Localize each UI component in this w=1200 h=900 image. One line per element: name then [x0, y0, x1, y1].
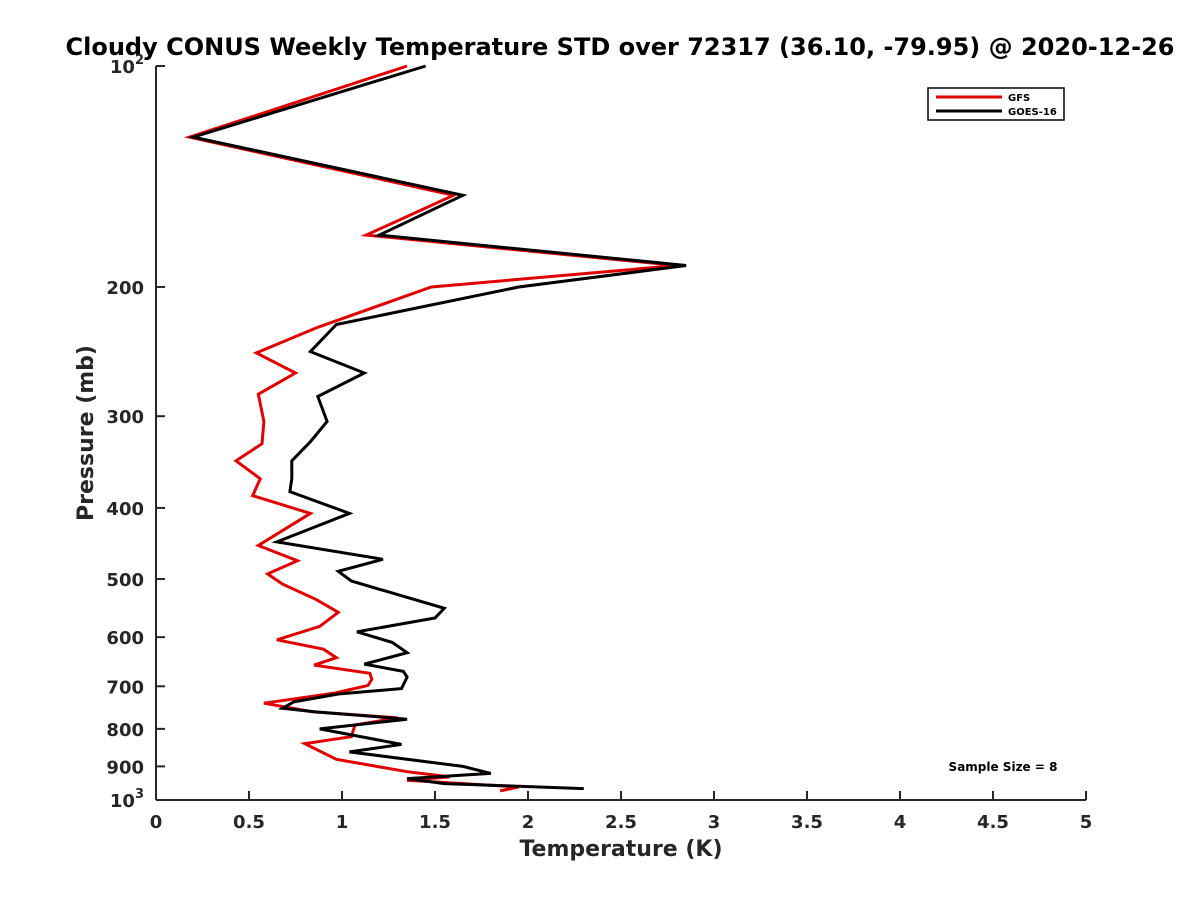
series-layer [183, 64, 687, 793]
x-axis-label: Temperature (K) [519, 837, 722, 862]
x-ticks: 0 0.5 1 1.5 2 2.5 3 3.5 4 4.5 5 [150, 791, 1093, 833]
x-tick-label: 5 [1080, 812, 1093, 833]
x-tick-label: 3.5 [791, 812, 823, 833]
y-tick-label: 600 [106, 628, 144, 649]
x-tick-label: 4 [894, 812, 907, 833]
legend-label-gfs: GFS [1008, 93, 1030, 104]
legend-box [927, 87, 1065, 121]
y-tick-label: 900 [106, 757, 144, 778]
y-ticks: 102 200 300 400 500 600 700 800 900 103 [106, 53, 165, 812]
legend: GFS GOES-16 [927, 87, 1065, 121]
y-tick-label: 400 [106, 499, 144, 520]
y-tick-label: 700 [106, 677, 144, 698]
plot-area: 0 0.5 1 1.5 2 2.5 3 3.5 4 4.5 5 102 200 300 400 500 600… [106, 53, 1092, 833]
y-tick-label: 103 [110, 787, 144, 812]
sample-size-annotation: Sample Size = 8 [949, 760, 1058, 774]
x-tick-label: 2.5 [605, 812, 637, 833]
legend-label-goes-16: GOES-16 [1008, 107, 1057, 118]
x-tick-label: 1 [336, 812, 349, 833]
chart-title: Cloudy CONUS Weekly Temperature STD over… [66, 33, 1175, 61]
series-line-gfs [183, 64, 677, 793]
x-tick-label: 2 [522, 812, 535, 833]
y-tick-label: 102 [110, 53, 144, 78]
y-tick-label: 300 [106, 407, 144, 428]
x-tick-label: 1.5 [419, 812, 451, 833]
x-tick-label: 4.5 [977, 812, 1009, 833]
y-tick-label: 800 [106, 720, 144, 741]
x-tick-label: 0 [150, 812, 163, 833]
x-tick-label: 3 [708, 812, 721, 833]
x-tick-label: 0.5 [233, 812, 265, 833]
y-axis-label: Pressure (mb) [74, 345, 99, 521]
series-line-goes-16 [187, 64, 687, 791]
y-tick-label: 200 [106, 278, 144, 299]
y-tick-label: 500 [106, 570, 144, 591]
